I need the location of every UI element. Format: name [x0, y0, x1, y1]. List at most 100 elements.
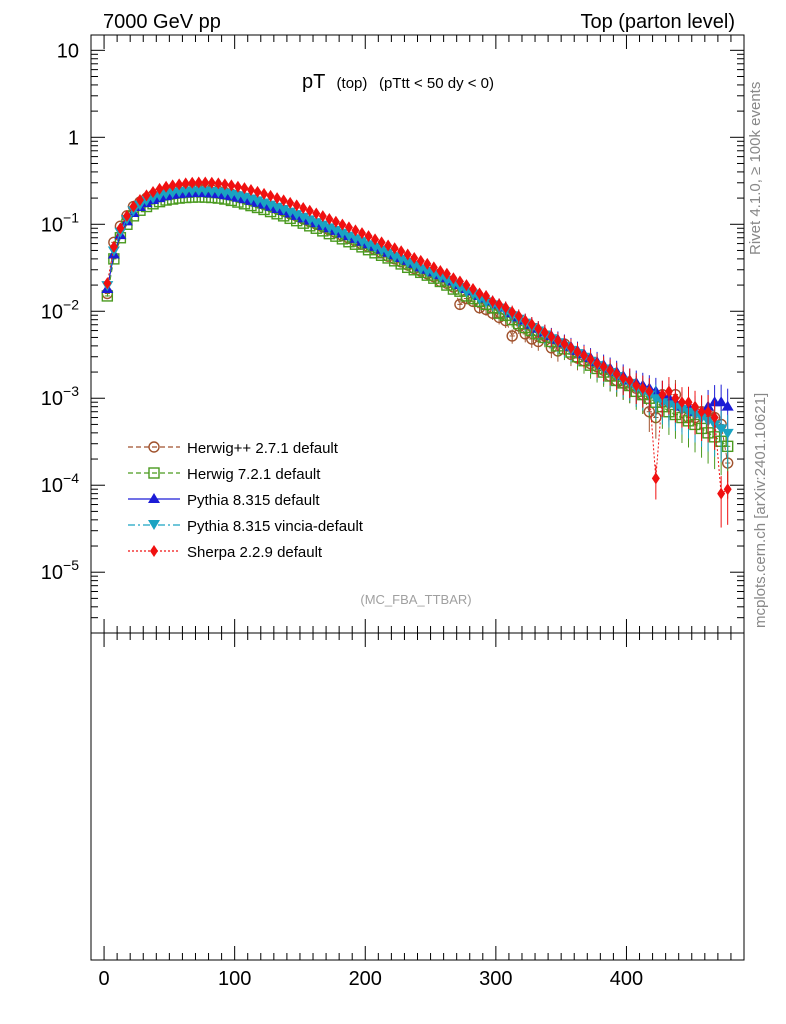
data-point-marker — [403, 248, 412, 261]
plot-title: pT (top) (pTtt < 50 dy < 0) — [302, 71, 494, 93]
series-3 — [101, 186, 734, 469]
data-point-marker — [593, 357, 602, 370]
legend-marker-herwigpp — [148, 441, 160, 453]
data-point-marker — [142, 189, 151, 202]
data-point-marker — [116, 222, 125, 235]
data-point-marker — [140, 196, 153, 207]
series-1 — [101, 191, 734, 482]
y-tick-label: 10−3 — [41, 383, 79, 410]
data-point-marker — [475, 287, 484, 300]
data-point-marker — [109, 240, 118, 253]
data-point-marker — [723, 483, 732, 496]
data-point-marker — [480, 297, 493, 308]
data-point-marker — [162, 180, 171, 193]
legend-entry-herwig7: Herwig 7.2.1 default — [128, 466, 321, 483]
data-point-marker — [721, 400, 734, 411]
y-tick-label-base: 10 — [41, 214, 63, 236]
data-point-marker — [240, 182, 249, 195]
data-point-marker — [147, 193, 160, 204]
data-point-marker — [401, 257, 414, 268]
x-tick-label: 0 — [98, 968, 109, 990]
analysis-tag: (MC_FBA_TTBAR) — [360, 592, 471, 607]
data-point-marker — [434, 272, 447, 283]
data-point-marker — [342, 231, 355, 242]
header-process-label: Top (parton level) — [580, 11, 735, 33]
data-point-marker — [715, 424, 728, 435]
data-point-marker — [506, 330, 518, 342]
data-point-marker — [299, 201, 308, 214]
data-point-marker — [527, 318, 536, 331]
data-point-marker — [292, 199, 301, 212]
series-4 — [103, 176, 732, 528]
data-point-marker — [286, 196, 295, 209]
data-point-marker — [651, 472, 660, 485]
series-line — [106, 192, 728, 413]
data-point-marker — [168, 179, 177, 192]
y-tick-label: 10−5 — [41, 557, 79, 584]
data-point-marker — [277, 204, 290, 215]
plot-title-sub1: (top) — [337, 75, 368, 92]
data-point-marker — [547, 330, 556, 343]
data-point-marker — [390, 242, 399, 255]
data-point-marker — [566, 341, 575, 354]
data-point-marker — [338, 218, 347, 231]
data-point-marker — [331, 215, 340, 228]
data-point-marker — [449, 272, 458, 285]
legend-entry-herwigpp: Herwig++ 2.7.1 default — [128, 440, 339, 457]
data-point-marker — [266, 189, 275, 202]
y-tick-label-exponent: −3 — [63, 383, 79, 399]
data-point-marker — [284, 207, 297, 218]
data-point-marker — [586, 353, 595, 366]
data-point-marker — [207, 176, 216, 189]
data-point-marker — [181, 177, 190, 190]
data-point-marker — [410, 251, 419, 264]
ratio-plot-frame — [90, 632, 745, 961]
data-point-marker — [619, 372, 628, 385]
data-point-marker — [429, 261, 438, 274]
data-point-marker — [638, 382, 647, 395]
data-point-marker — [303, 215, 316, 226]
data-point-marker — [325, 212, 334, 225]
data-point-marker — [188, 176, 197, 189]
y-tick-label-exponent: −2 — [63, 296, 79, 312]
data-point-marker — [246, 183, 255, 196]
legend: Herwig++ 2.7.1 default Herwig 7.2.1 defa… — [128, 440, 364, 561]
data-point-marker — [534, 322, 543, 335]
y-tick-label-base: 10 — [41, 301, 63, 323]
data-point-marker — [395, 254, 408, 265]
data-point-marker — [625, 374, 634, 387]
y-tick-label: 10−1 — [41, 209, 79, 236]
x-tick-label: 100 — [218, 968, 251, 990]
data-point-marker — [233, 180, 242, 193]
legend-label-vincia: Pythia 8.315 vincia-default — [187, 518, 364, 535]
data-point-marker — [371, 233, 380, 246]
data-point-marker — [194, 176, 203, 189]
data-point-marker — [227, 179, 236, 192]
plot-title-sub2: (pTtt < 50 dy < 0) — [379, 75, 494, 92]
data-point-marker — [427, 269, 440, 280]
data-point-marker — [421, 267, 434, 278]
data-point-marker — [369, 242, 382, 253]
data-point-marker — [220, 178, 229, 191]
data-point-marker — [514, 310, 523, 323]
data-point-marker — [260, 187, 269, 200]
data-point-marker — [336, 228, 349, 239]
data-point-marker — [351, 224, 360, 237]
data-point-marker — [129, 200, 138, 213]
legend-label-pythia: Pythia 8.315 default — [187, 492, 320, 509]
data-point-marker — [375, 245, 388, 256]
data-point-marker — [310, 218, 323, 229]
y-tick-label-exponent: −4 — [63, 470, 79, 486]
y-tick-label: 10−4 — [41, 470, 79, 497]
data-point-marker — [318, 210, 327, 223]
data-point-marker — [455, 275, 464, 288]
data-point-marker — [297, 212, 310, 223]
y-tick-label: 1 — [68, 127, 79, 149]
y-tick-label-exponent: −5 — [63, 557, 79, 573]
data-point-marker — [710, 411, 719, 424]
y-tick-label-base: 10 — [41, 562, 63, 584]
data-point-marker — [580, 349, 589, 362]
data-point-marker — [329, 225, 342, 236]
data-point-marker — [122, 209, 131, 222]
